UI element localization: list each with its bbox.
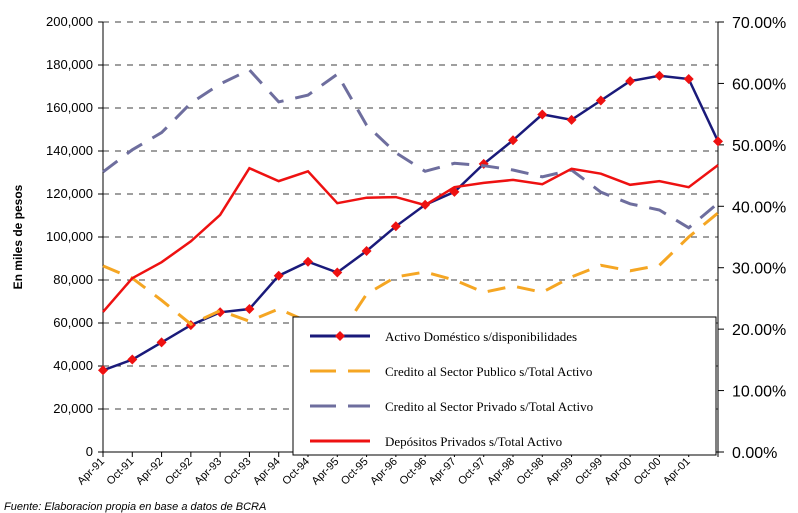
- x-tick-label: Oct-92: [163, 456, 195, 488]
- x-tick-label: Oct-97: [456, 456, 488, 488]
- y2-tick-label: 40.00%: [732, 199, 786, 216]
- marker: [537, 109, 548, 120]
- y-tick-label: 120,000: [46, 186, 93, 201]
- y2-tick-label: 60.00%: [732, 76, 786, 93]
- x-tick-label: Apr-94: [251, 456, 283, 488]
- x-tick-label: Apr-99: [544, 456, 576, 488]
- y-tick-label: 40,000: [53, 358, 93, 373]
- x-tick-label: Apr-01: [661, 456, 693, 488]
- x-tick-label: Oct-95: [339, 456, 371, 488]
- x-tick-label: Oct-98: [515, 456, 547, 488]
- y-tick-label: 180,000: [46, 57, 93, 72]
- x-tick-label: Oct-94: [280, 456, 312, 488]
- marker: [273, 270, 284, 281]
- marker: [303, 256, 313, 267]
- y-tick-label: 100,000: [46, 229, 93, 244]
- y-tick-label: 160,000: [46, 100, 93, 115]
- marker: [508, 135, 518, 146]
- marker: [332, 267, 343, 278]
- legend-marker: [335, 331, 345, 341]
- marker: [390, 221, 401, 232]
- y-tick-label: 140,000: [46, 143, 93, 158]
- marker: [683, 73, 694, 84]
- y-axis-label: En miles de pesos: [11, 184, 25, 289]
- legend-box: [292, 316, 717, 456]
- x-tick-label: Oct-91: [105, 456, 137, 488]
- y2-tick-label: 50.00%: [732, 138, 786, 155]
- series-line: [102, 164, 719, 313]
- series-line: [102, 68, 719, 230]
- legend-label: Depósitos Privados s/Total Activo: [385, 434, 562, 449]
- marker: [244, 304, 255, 315]
- marker: [127, 354, 138, 365]
- x-tick-label: Oct-96: [397, 456, 429, 488]
- legend-label: Activo Doméstico s/disponibilidades: [385, 329, 577, 344]
- x-tick-label: Oct-99: [573, 456, 605, 488]
- source-note: Fuente: Elaboracion propia en base a dat…: [4, 501, 266, 513]
- series-line: [102, 211, 719, 341]
- y-tick-label: 60,000: [53, 315, 93, 330]
- y2-tick-label: 70.00%: [732, 15, 786, 32]
- y-tick-label: 0: [86, 444, 93, 459]
- y2-tick-label: 20.00%: [732, 322, 786, 339]
- x-tick-label: Apr-95: [310, 456, 342, 488]
- x-tick-label: Oct-00: [632, 456, 664, 488]
- marker: [654, 70, 665, 81]
- legend-label: Credito al Sector Publico s/Total Activo: [385, 364, 592, 379]
- y2-tick-label: 0.00%: [732, 445, 777, 462]
- x-tick-label: Apr-92: [134, 456, 166, 488]
- legend-label: Credito al Sector Privado s/Total Activo: [385, 399, 593, 414]
- marker: [156, 337, 167, 348]
- y-tick-label: 80,000: [53, 272, 93, 287]
- x-tick-label: Apr-00: [602, 456, 634, 488]
- marker: [361, 245, 372, 256]
- x-tick-label: Oct-93: [222, 456, 254, 488]
- marker: [595, 95, 606, 106]
- x-tick-label: Apr-96: [368, 456, 400, 488]
- x-tick-label: Apr-93: [192, 456, 224, 488]
- marker: [625, 76, 636, 87]
- y-tick-label: 20,000: [53, 401, 93, 416]
- y2-tick-label: 10.00%: [732, 384, 786, 401]
- x-tick-label: Apr-97: [427, 456, 459, 488]
- y-tick-label: 200,000: [46, 14, 93, 29]
- marker: [566, 114, 577, 125]
- x-tick-label: Apr-91: [75, 456, 107, 488]
- marker: [98, 365, 108, 376]
- marker: [713, 136, 723, 147]
- y2-tick-label: 30.00%: [732, 261, 786, 278]
- x-tick-label: Apr-98: [485, 456, 517, 488]
